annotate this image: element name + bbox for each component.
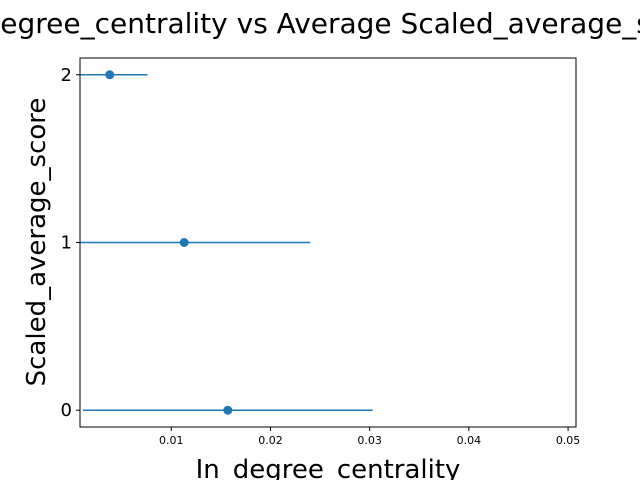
- y-tick-label-1: 1: [61, 233, 72, 254]
- y-axis: 0 1 2: [61, 65, 80, 421]
- data-point-1: [179, 238, 189, 247]
- x-axis-label: In_degree_centrality: [196, 455, 461, 480]
- y-axis-label: Scaled_average_score: [22, 98, 52, 387]
- x-tick-label-2: 0.03: [357, 434, 382, 447]
- data-point-2: [223, 405, 233, 415]
- y-tick-label-0: 0: [61, 400, 72, 421]
- x-tick-label-1: 0.02: [258, 434, 283, 447]
- x-tick-label-4: 0.05: [556, 434, 581, 447]
- data-point-0: [105, 70, 115, 80]
- x-tick-label-3: 0.04: [457, 434, 482, 447]
- y-tick-label-2: 2: [61, 65, 72, 86]
- x-axis: 0.01 0.02 0.03 0.04 0.05: [159, 427, 580, 447]
- chart-title: In_degree_centrality vs Average Scaled_a…: [0, 7, 640, 40]
- x-tick-label-0: 0.01: [159, 434, 184, 447]
- plot-area: [80, 70, 373, 415]
